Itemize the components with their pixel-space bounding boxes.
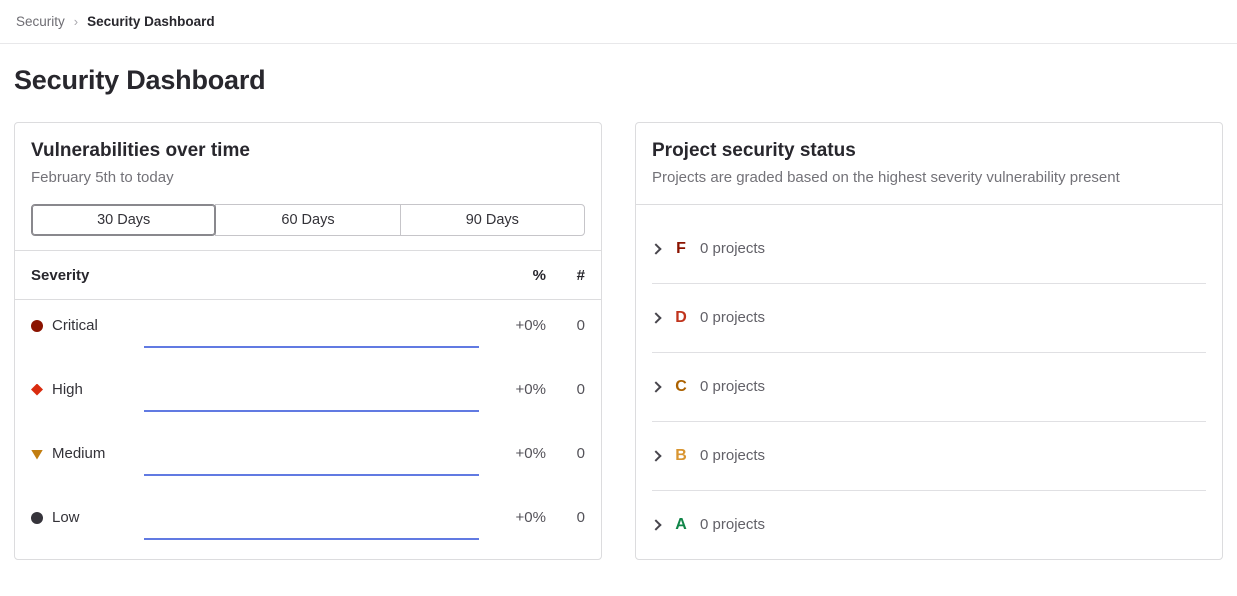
breadcrumb-current: Security Dashboard [87,14,215,29]
severity-table-header: Severity % # [15,250,601,300]
grade-row-f[interactable]: F 0 projects [636,214,1222,283]
severity-low-icon [31,511,43,524]
severity-medium-icon [31,449,43,460]
grade-row-a[interactable]: A 0 projects [636,490,1222,559]
count-value: 0 [576,381,585,398]
severity-label: High [52,381,83,398]
severity-label: Medium [52,445,106,462]
vulnerabilities-card-header: Vulnerabilities over time February 5th t… [15,123,601,236]
grade-list: F 0 projects D 0 projects C 0 projects B… [636,205,1222,559]
dashboard-cards: Vulnerabilities over time February 5th t… [14,122,1223,560]
severity-label: Low [52,509,80,526]
date-range-button-group: 30 Days 60 Days 90 Days [31,204,585,236]
severity-column-header: Severity [31,266,90,284]
count-value: 0 [576,509,585,526]
chevron-right-icon [650,242,662,255]
vulnerabilities-over-time-card: Vulnerabilities over time February 5th t… [14,122,602,560]
chevron-right-icon [650,449,662,462]
project-security-status-card: Project security status Projects are gra… [635,122,1223,560]
range-button-60-days[interactable]: 60 Days [215,204,401,236]
grade-letter-f: F [676,239,686,257]
table-row-low: Low +0% 0 [15,492,601,556]
percent-change-value: +0% [515,509,546,526]
severity-label-group: High [31,381,490,398]
severity-label: Critical [52,317,98,334]
severity-label-group: Critical [31,317,490,334]
grade-project-count: 0 projects [700,447,766,464]
grade-project-count: 0 projects [700,378,766,395]
page-title: Security Dashboard [14,65,266,95]
breadcrumb-security-link[interactable]: Security [16,14,65,29]
severity-table: Severity % # Critical +0% 0 High +0% [15,250,601,556]
breadcrumb: Security › Security Dashboard [0,0,1237,44]
grade-row-d[interactable]: D 0 projects [636,283,1222,352]
medium-sparkline-chart [144,474,479,476]
count-value: 0 [576,445,585,462]
chevron-right-icon [650,380,662,393]
severity-label-group: Low [31,509,490,526]
range-button-90-days[interactable]: 90 Days [399,204,585,236]
chevron-right-icon [650,311,662,324]
count-value: 0 [576,317,585,334]
table-row-medium: Medium +0% 0 [15,428,601,492]
severity-critical-icon [31,319,43,332]
count-column-header: # [576,266,585,284]
table-row-high: High +0% 0 [15,364,601,428]
chevron-right-icon [650,518,662,531]
grade-letter-d: D [675,308,687,326]
percent-column-header: % [532,266,546,284]
high-sparkline-chart [144,410,479,412]
grade-row-b[interactable]: B 0 projects [636,421,1222,490]
status-card-subtitle: Projects are graded based on the highest… [652,169,1120,186]
status-card-header: Project security status Projects are gra… [636,123,1222,205]
range-button-30-days[interactable]: 30 Days [31,204,217,236]
grade-project-count: 0 projects [700,309,766,326]
grade-letter-c: C [675,377,687,395]
vulnerabilities-date-range: February 5th to today [31,169,174,186]
grade-project-count: 0 projects [700,516,766,533]
low-sparkline-chart [144,538,479,540]
grade-row-c[interactable]: C 0 projects [636,352,1222,421]
grade-letter-a: A [675,515,687,533]
breadcrumb-separator-icon: › [73,14,79,29]
vulnerabilities-card-title: Vulnerabilities over time [31,140,250,161]
table-row-critical: Critical +0% 0 [15,300,601,364]
percent-change-value: +0% [515,381,546,398]
severity-high-icon [31,383,43,396]
percent-change-value: +0% [515,317,546,334]
percent-change-value: +0% [515,445,546,462]
grade-project-count: 0 projects [700,240,766,257]
severity-label-group: Medium [31,445,490,462]
grade-letter-b: B [675,446,687,464]
critical-sparkline-chart [144,346,479,348]
status-card-title: Project security status [652,140,856,161]
